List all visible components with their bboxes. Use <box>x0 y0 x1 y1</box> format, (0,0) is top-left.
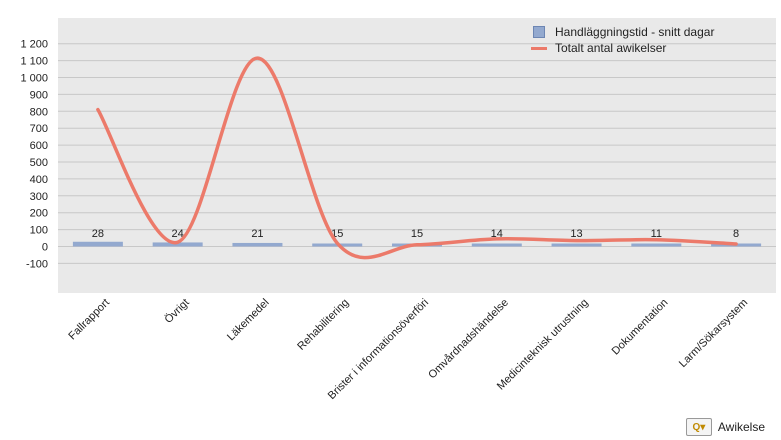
y-tick-label: 700 <box>30 123 48 135</box>
y-tick-label: 200 <box>30 208 48 220</box>
bar-value-label: 21 <box>251 228 263 240</box>
bar-value-label: 14 <box>491 228 503 240</box>
y-tick-label: 600 <box>30 140 48 152</box>
bar <box>152 242 203 247</box>
x-tick-label: Larm/Sökarsystem <box>677 297 750 370</box>
y-tick-label: 1 000 <box>20 73 48 85</box>
legend-item-line: Totalt antal awikelser <box>531 40 714 56</box>
x-tick-label: Fallrapport <box>66 297 112 343</box>
legend-label-line: Totalt antal awikelser <box>555 41 667 55</box>
legend-item-bars: Handläggningstid - snitt dagar <box>533 24 714 40</box>
y-tick-label: 0 <box>42 242 48 254</box>
x-tick-label: Medicinteknisk utrustning <box>495 297 591 393</box>
bar <box>72 241 123 247</box>
x-tick-label: Omvårdnadshändelse <box>426 297 511 382</box>
x-tick-label: Läkemedel <box>225 297 272 344</box>
y-tick-label: 1 200 <box>20 39 48 51</box>
y-tick-label: 400 <box>30 174 48 186</box>
x-tick-label: Dokumentation <box>610 297 671 358</box>
x-tick-label: Rehabilitering <box>295 297 351 353</box>
footer-label: Awikelse <box>717 420 765 434</box>
bar-value-label: 24 <box>172 228 184 240</box>
chart-footer: Q▾ Awikelse <box>685 418 765 436</box>
y-tick-label: 100 <box>30 225 48 237</box>
bar <box>631 243 682 247</box>
line-series <box>96 56 738 260</box>
bar-value-label: 15 <box>411 228 423 240</box>
legend: Handläggningstid - snitt dagar Totalt an… <box>531 24 714 56</box>
legend-label-bars: Handläggningstid - snitt dagar <box>555 25 715 39</box>
bar-value-label: 13 <box>570 228 582 240</box>
bar-value-label: 8 <box>733 228 739 240</box>
y-tick-label: 800 <box>30 106 48 118</box>
y-tick-label: 500 <box>30 157 48 169</box>
bar <box>232 242 283 247</box>
bar <box>471 243 522 247</box>
bar <box>551 243 602 247</box>
x-tick-label: Övrigt <box>163 297 192 326</box>
y-tick-label: 1 100 <box>20 56 48 68</box>
legend-swatch-bar <box>533 26 545 38</box>
plot-area <box>58 18 776 293</box>
y-tick-label: 300 <box>30 191 48 203</box>
bar-value-label: 11 <box>651 228 662 240</box>
y-tick-label: 900 <box>30 89 48 101</box>
chart-options-icon[interactable]: Q▾ <box>685 418 712 436</box>
bar-value-label: 28 <box>92 228 104 240</box>
y-tick-label: -100 <box>26 258 48 270</box>
legend-swatch-line <box>531 46 547 50</box>
